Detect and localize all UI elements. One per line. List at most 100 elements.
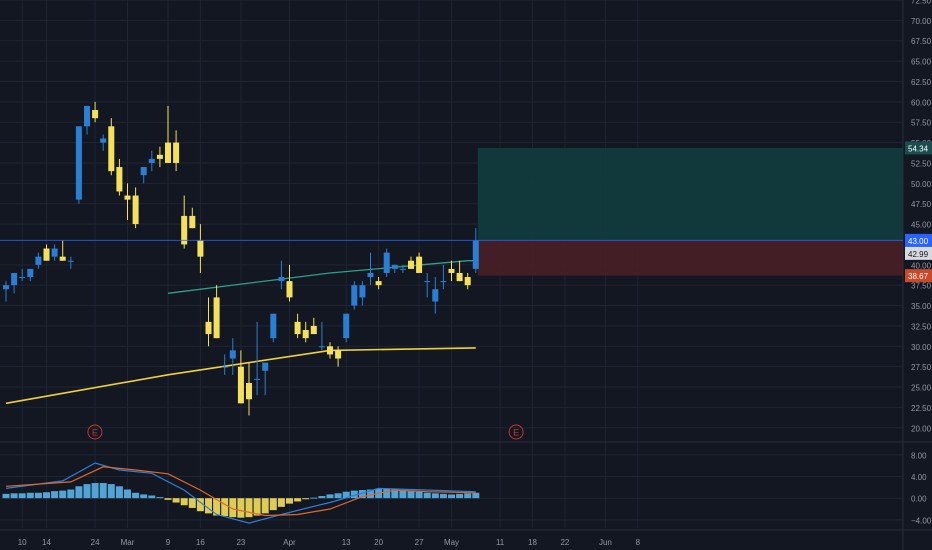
price-tick-label: 27.50 xyxy=(911,363,932,372)
date-tick-label: 11 xyxy=(496,538,505,547)
macd-histogram-bar xyxy=(448,494,455,499)
candle-body xyxy=(343,313,350,339)
macd-histogram-bar xyxy=(350,490,358,499)
candle-body xyxy=(132,195,139,225)
macd-histogram-bar xyxy=(253,498,261,516)
price-tick-label: 35.00 xyxy=(911,302,932,311)
price-tick-label: 20.00 xyxy=(911,424,932,433)
macd-line xyxy=(5,462,476,524)
macd-histogram-bar xyxy=(213,498,221,516)
position-zones[interactable] xyxy=(477,147,903,276)
macd-histogram-bar xyxy=(456,493,464,499)
candle-body xyxy=(424,281,431,283)
target-price-tag-bg xyxy=(905,141,932,155)
macd-histogram-bar xyxy=(261,498,269,514)
candle-body xyxy=(181,215,188,245)
candle-body xyxy=(100,138,107,143)
candle-body xyxy=(262,362,269,371)
price-tick-label: 57.50 xyxy=(911,119,932,128)
target-price-tag-text: 54.34 xyxy=(908,144,929,153)
candle-body xyxy=(51,248,58,257)
candle-body xyxy=(237,366,244,404)
candle-body xyxy=(148,158,155,163)
earnings-marker[interactable]: E xyxy=(508,424,524,440)
macd-histogram-bar xyxy=(51,491,59,499)
earnings-marker-label: E xyxy=(513,428,519,438)
candle-body xyxy=(246,382,252,400)
price-tick-label: 67.50 xyxy=(911,37,932,46)
target-zone xyxy=(477,147,903,241)
price-tick-label: 60.00 xyxy=(911,98,932,107)
macd-histogram-bar xyxy=(43,492,50,499)
candle-body xyxy=(92,110,99,119)
earnings-marker[interactable]: E xyxy=(87,424,103,440)
macd-histogram-bar xyxy=(18,493,26,499)
macd-histogram-bar xyxy=(383,488,391,499)
macd-histogram-bar xyxy=(99,483,107,499)
date-tick-label: 18 xyxy=(528,538,537,547)
stop-price-tag-bg xyxy=(905,269,932,283)
macd-histogram-bar xyxy=(91,483,99,499)
price-tick-label: 37.50 xyxy=(911,282,932,291)
candle-body xyxy=(335,350,342,359)
candle-body xyxy=(351,285,358,306)
entry-price-tag-bg xyxy=(905,233,932,247)
macd-histogram-bar xyxy=(34,492,42,499)
candle-body xyxy=(75,126,82,200)
macd-histogram-bar xyxy=(245,498,253,518)
price-tick-label: 65.00 xyxy=(911,58,932,67)
candle-body xyxy=(67,260,74,262)
candle-body xyxy=(124,195,131,200)
macd-histogram-bar xyxy=(140,494,148,499)
price-tick-label: 72.50 xyxy=(911,0,932,6)
candle-body xyxy=(173,142,180,163)
macd-histogram-bar xyxy=(342,491,350,499)
candle-body xyxy=(472,240,479,269)
candle-body xyxy=(359,285,366,298)
price-tick-label: 47.50 xyxy=(911,200,932,209)
date-tick-label: Mar xyxy=(121,538,135,547)
date-tick-label: 13 xyxy=(342,538,351,547)
candle-body xyxy=(391,264,398,269)
pre-price-tag-text: 42.99 xyxy=(908,250,929,259)
candle-body xyxy=(35,256,42,265)
price-tick-label: 22.50 xyxy=(911,404,932,413)
candle-body xyxy=(221,366,228,368)
macd-histogram-bar xyxy=(205,498,212,514)
candle-body xyxy=(197,240,204,257)
macd-histogram-bar xyxy=(59,490,67,499)
macd-histogram-bar xyxy=(164,498,172,500)
date-tick-label: 27 xyxy=(415,538,424,547)
macd-histogram-bar xyxy=(156,497,164,499)
price-tick-label: 32.50 xyxy=(911,322,932,331)
macd-histogram-bar xyxy=(318,496,326,499)
candle-body xyxy=(294,321,301,335)
candle-body xyxy=(448,268,455,273)
candle-body xyxy=(310,325,317,335)
candle-body xyxy=(3,285,9,290)
stop-zone xyxy=(477,240,903,276)
macd-histogram-bar xyxy=(2,493,10,499)
macd-histogram-bar xyxy=(75,486,83,499)
candle-body xyxy=(189,215,196,229)
macd-tick-label: 4.00 xyxy=(911,473,927,482)
macd-histogram-bar xyxy=(439,493,447,499)
date-tick-label: 20 xyxy=(374,538,383,547)
candle-body xyxy=(116,167,123,192)
candle-body xyxy=(59,256,66,261)
macd-histogram-bar xyxy=(334,493,342,499)
macd-histogram-bar xyxy=(172,498,180,503)
macd-histogram-bar xyxy=(277,498,285,507)
date-tick-label: 8 xyxy=(636,538,641,547)
date-tick-label: 9 xyxy=(166,538,171,547)
candle-body xyxy=(456,272,463,282)
price-labels: 54.34 43.00 42.99 38.67 xyxy=(905,141,932,283)
macd-histogram-bar xyxy=(302,498,310,500)
macd-histogram-bar xyxy=(269,498,277,511)
earnings-marker-circle xyxy=(508,424,524,440)
stop-price-tag-text: 38.67 xyxy=(908,272,929,281)
candle-body xyxy=(19,277,26,279)
